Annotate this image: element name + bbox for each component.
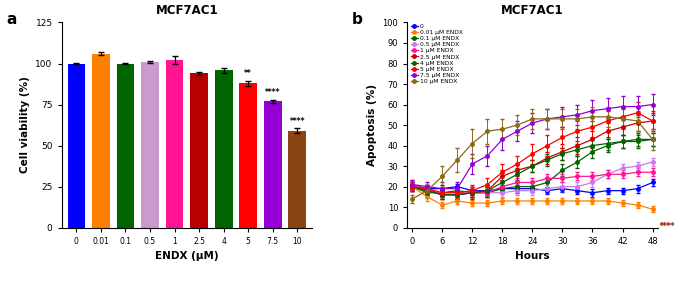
- Text: **: **: [245, 69, 252, 78]
- Text: b: b: [352, 12, 363, 27]
- Bar: [215, 70, 232, 228]
- Legend: 0, 0.01 μM ENDX, 0.1 μM ENDX, 0.5 μM ENDX, 1 μM ENDX, 2.5 μM ENDX, 4 μM ENDX, 5 : 0, 0.01 μM ENDX, 0.1 μM ENDX, 0.5 μM END…: [410, 23, 463, 85]
- Bar: [239, 83, 257, 228]
- X-axis label: ENDX (μM): ENDX (μM): [155, 251, 219, 261]
- Text: ***: ***: [660, 222, 672, 231]
- Title: MCF7AC1: MCF7AC1: [501, 4, 564, 17]
- Bar: [116, 64, 134, 228]
- Text: ****: ****: [660, 222, 675, 231]
- Bar: [288, 131, 306, 228]
- Bar: [141, 62, 159, 228]
- Text: a: a: [7, 12, 17, 27]
- Bar: [190, 73, 208, 228]
- X-axis label: Hours: Hours: [515, 251, 550, 261]
- Title: MCF7AC1: MCF7AC1: [155, 4, 218, 17]
- Text: ****: ****: [265, 88, 281, 97]
- Bar: [92, 54, 110, 228]
- Y-axis label: Cell viability (%): Cell viability (%): [20, 77, 30, 173]
- Bar: [68, 64, 85, 228]
- Y-axis label: Apoptosis (%): Apoptosis (%): [367, 84, 377, 166]
- Bar: [166, 60, 184, 228]
- Bar: [264, 101, 282, 228]
- Text: ****: ****: [290, 117, 305, 126]
- Text: ****: ****: [660, 222, 675, 231]
